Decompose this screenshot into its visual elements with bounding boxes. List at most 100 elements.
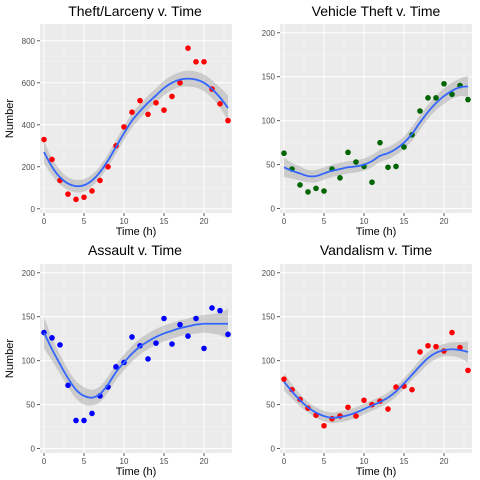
data-point — [129, 334, 135, 340]
data-point — [145, 111, 151, 118]
x-tick-label: 0 — [282, 217, 287, 226]
y-axis-label: Number — [4, 99, 16, 138]
chart-title: Theft/Larceny v. Time — [68, 3, 202, 19]
data-point — [385, 164, 391, 171]
data-point — [185, 333, 191, 339]
data-point — [377, 139, 383, 146]
data-point — [361, 397, 367, 404]
data-point — [97, 177, 103, 184]
x-tick-label: 5 — [82, 457, 87, 466]
data-point — [441, 80, 447, 87]
confidence-band — [284, 75, 468, 183]
y-tick-label: 800 — [22, 37, 36, 46]
x-tick-label: 20 — [440, 217, 449, 226]
data-point — [433, 95, 439, 101]
smooth-line — [283, 85, 469, 178]
y-tick-label: 100 — [262, 117, 276, 126]
y-tick-label: 200 — [22, 269, 36, 278]
plot-background — [40, 24, 232, 213]
data-point — [185, 45, 191, 51]
plot-background — [280, 24, 472, 213]
smooth-line — [43, 77, 229, 188]
data-point — [121, 124, 127, 130]
data-point — [433, 343, 439, 350]
x-tick-label: 15 — [400, 457, 409, 466]
x-tick-label: 20 — [200, 217, 209, 226]
x-axis-label: Time (h) — [116, 466, 157, 478]
data-point — [393, 163, 399, 170]
data-point — [353, 413, 359, 419]
data-point — [113, 364, 119, 370]
x-axis-label: Time (h) — [356, 466, 397, 478]
x-axis-label: Time (h) — [356, 226, 397, 238]
smooth-line — [283, 348, 469, 419]
data-point — [89, 188, 95, 194]
data-point — [321, 422, 327, 429]
y-tick-label: 0 — [271, 205, 276, 214]
data-point — [65, 382, 71, 389]
data-point — [321, 188, 327, 194]
data-point — [417, 108, 423, 114]
data-point — [201, 345, 207, 352]
data-point — [89, 410, 95, 417]
confidence-band — [284, 341, 468, 424]
y-tick-label: 200 — [22, 163, 36, 172]
y-tick-label: 200 — [262, 269, 276, 278]
data-point — [161, 107, 167, 113]
x-tick-label: 0 — [42, 217, 47, 226]
data-point — [393, 384, 399, 390]
plot-background — [280, 264, 472, 453]
data-point — [337, 175, 343, 181]
data-point — [177, 80, 183, 86]
data-point — [169, 93, 175, 100]
data-point — [201, 59, 207, 65]
x-tick-label: 10 — [360, 457, 369, 466]
data-point — [73, 196, 79, 203]
data-point — [457, 344, 463, 351]
y-tick-label: 200 — [262, 29, 276, 38]
y-tick-label: 150 — [262, 313, 276, 322]
y-tick-label: 150 — [22, 313, 36, 322]
y-tick-label: 0 — [31, 205, 36, 214]
data-point — [353, 159, 359, 165]
data-point — [345, 149, 351, 156]
data-point — [281, 150, 287, 157]
data-point — [41, 136, 47, 143]
data-point — [465, 367, 471, 374]
x-tick-label: 5 — [322, 457, 327, 466]
data-point — [129, 109, 135, 115]
data-point — [449, 91, 455, 98]
y-tick-label: 400 — [22, 121, 36, 130]
y-tick-label: 50 — [266, 401, 275, 410]
data-point — [57, 342, 63, 348]
y-tick-label: 50 — [26, 401, 35, 410]
y-tick-label: 0 — [271, 445, 276, 454]
x-tick-label: 15 — [160, 457, 169, 466]
y-axis-label: Number — [4, 339, 16, 378]
chart-title: Vandalism v. Time — [320, 242, 433, 258]
x-tick-label: 15 — [160, 217, 169, 226]
x-tick-label: 20 — [200, 457, 209, 466]
data-point — [217, 307, 223, 314]
x-tick-label: 10 — [360, 217, 369, 226]
data-point — [369, 179, 375, 186]
data-point — [425, 95, 431, 101]
data-point — [217, 101, 223, 107]
data-point — [313, 185, 319, 192]
data-point — [465, 96, 471, 103]
data-point — [449, 329, 455, 336]
data-point — [81, 194, 87, 201]
data-point — [209, 305, 215, 311]
x-tick-label: 5 — [322, 217, 327, 226]
data-point — [177, 321, 183, 328]
y-tick-label: 600 — [22, 79, 36, 88]
data-point — [297, 182, 303, 188]
x-tick-label: 10 — [120, 457, 129, 466]
data-point — [73, 417, 79, 424]
x-tick-label: 0 — [42, 457, 47, 466]
